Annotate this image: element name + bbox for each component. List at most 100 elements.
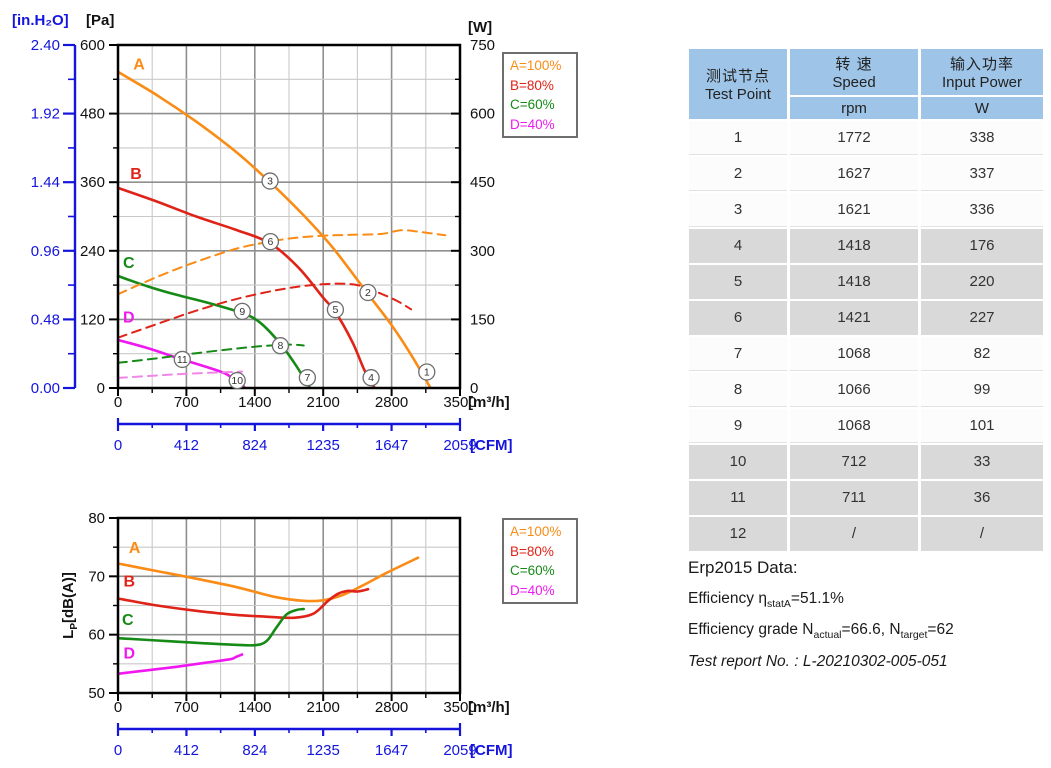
curve-label-C: C: [122, 612, 134, 629]
x-axis: 0 700 1400 2100 2800 3500[m³/h]: [114, 388, 510, 411]
cfm-tick-label: 824: [242, 742, 267, 759]
inh2o-tick-label: 0.00: [31, 380, 60, 397]
test-point-cell: 8: [689, 373, 787, 407]
inh2o-tick-label: 0.96: [31, 243, 60, 260]
test-point-cell: 5: [689, 265, 787, 299]
test-point-marker-5: 5: [326, 301, 345, 319]
series-C-power: [117, 343, 305, 364]
cfm-tick-label: 412: [174, 437, 199, 454]
series-B-pressure: [116, 186, 376, 389]
power-cell: 337: [921, 157, 1043, 191]
power-cell: 36: [921, 481, 1043, 515]
cfm-tick-label: 0: [114, 742, 122, 759]
col-header-test-point: 测试节点 Test Point: [689, 49, 787, 119]
x-tick-label: 0: [114, 394, 122, 411]
test-point-marker-8: 8: [271, 337, 290, 355]
col-header-power-cn: 输入功率: [949, 56, 1014, 73]
series-A-power: [117, 229, 447, 296]
db-tick-label: 50: [88, 685, 105, 702]
inh2o-tick-label: 1.44: [31, 174, 60, 191]
test-point-cell: 9: [689, 409, 787, 443]
db-tick-label: 70: [88, 568, 105, 585]
erp-report: Test report No. : L-20210302-005-051: [688, 652, 948, 670]
db-tick-label: 60: [88, 627, 105, 644]
rpm-cell: 1772: [790, 121, 918, 155]
noise-vs-airflow: 0 700 1400 2100 2800 3500[m³/h] 80 70 60 50 LP[dB(…: [60, 510, 512, 759]
series-D-noise: [116, 653, 244, 676]
test-point-marker-2: 2: [359, 283, 377, 302]
test-point-marker-6: 6: [261, 233, 280, 251]
svg-text:2: 2: [365, 287, 371, 299]
test-point-marker-3: 3: [261, 172, 279, 190]
legend-noise-chart: A=100% B=80% C=60% D=40%: [502, 518, 578, 604]
y-axis-left: 80 70 60 50 LP[dB(A)]: [60, 510, 118, 702]
w-tick-label: 150: [470, 311, 495, 328]
series-B-power: [117, 282, 413, 339]
test-point-cell: 7: [689, 337, 787, 371]
test-point-cell: 10: [689, 445, 787, 479]
curve-label-B: B: [123, 574, 135, 591]
col-header-power-unit: W: [921, 97, 1043, 119]
y-axis-left: 600 480 360 240 120 0 [Pa]: [80, 12, 118, 397]
cfm-tick-label: 824: [242, 437, 267, 454]
legend-item-B: B=80%: [510, 543, 554, 559]
rpm-cell: 1068: [790, 337, 918, 371]
curve-label-D: D: [123, 645, 135, 662]
rpm-cell: 1627: [790, 157, 918, 191]
test-point-cell: 3: [689, 193, 787, 227]
x-tick-label: 700: [174, 394, 199, 411]
pa-tick-label: 480: [80, 106, 105, 123]
cfm-axis: 0 412 824 1235 1647 2059[CFM]: [114, 418, 512, 454]
cfm-tick-label: 2059: [443, 742, 476, 759]
power-cell: 336: [921, 193, 1043, 227]
col-header-power: 输入功率 Input Power: [921, 49, 1043, 95]
rpm-cell: 712: [790, 445, 918, 479]
table-row: 5 1418 220: [689, 265, 1043, 299]
inh2o-axis: 2.40 1.92 1.44 0.96 0.48 0.00 [in.H₂O]: [12, 12, 77, 397]
x-tick-label: 700: [174, 699, 199, 716]
w-tick-label: 750: [470, 37, 495, 54]
erp-title: Erp2015 Data:: [688, 558, 798, 577]
svg-text:3: 3: [267, 176, 273, 188]
svg-text:7: 7: [304, 372, 310, 384]
svg-text:8: 8: [277, 340, 283, 352]
power-cell: 101: [921, 409, 1043, 443]
legend-item-B: B=80%: [510, 77, 554, 93]
inh2o-tick-label: 0.48: [31, 311, 60, 328]
test-point-cell: 12: [689, 517, 787, 551]
x-tick-label: 2100: [307, 394, 340, 411]
legend-item-C: C=60%: [510, 97, 555, 112]
test-point-marker-11: 11: [173, 350, 191, 369]
test-point-marker-10: 10: [228, 371, 246, 390]
rpm-cell: /: [790, 517, 918, 551]
rpm-cell: 1418: [790, 265, 918, 299]
cfm-tick-label: 1647: [375, 437, 408, 454]
power-cell: 338: [921, 121, 1043, 155]
w-axis-label: [W]: [468, 19, 492, 36]
table-row: 12//: [689, 517, 1043, 551]
test-point-cell: 1: [689, 121, 787, 155]
x-tick-label: 0: [114, 699, 122, 716]
series-D-power: [117, 370, 244, 379]
col-header-speed-en: Speed: [832, 74, 876, 91]
rpm-cell: 1421: [790, 301, 918, 335]
inh2o-tick-label: 1.92: [31, 106, 60, 123]
rpm-cell: 711: [790, 481, 918, 515]
w-axis: 750 600 450 300 150 0 [W]: [451, 19, 495, 397]
power-cell: 82: [921, 337, 1043, 371]
series-C-noise: [116, 607, 305, 647]
test-point-marker-7: 7: [298, 369, 317, 387]
charts-canvas: 0 700 1400 2100 2800 3500[m³/h]60048036024012…: [12, 12, 512, 759]
col-header-speed-cn: 转 速: [835, 56, 873, 73]
rpm-cell: 1621: [790, 193, 918, 227]
cfm-tick-label: 1647: [375, 742, 408, 759]
cfm-axis-unit-label: [CFM]: [470, 437, 512, 454]
curve-label-C: C: [123, 255, 135, 272]
right-column: 测试节点 Test Point 转 速 Speed 输入功率 Input Pow…: [686, 47, 1043, 670]
table-row: 6 1421 227: [689, 301, 1043, 335]
test-point-marker-4: 4: [362, 369, 380, 387]
svg-text:11: 11: [177, 354, 188, 366]
series-A-pressure: [116, 70, 432, 389]
svg-text:10: 10: [231, 375, 243, 387]
